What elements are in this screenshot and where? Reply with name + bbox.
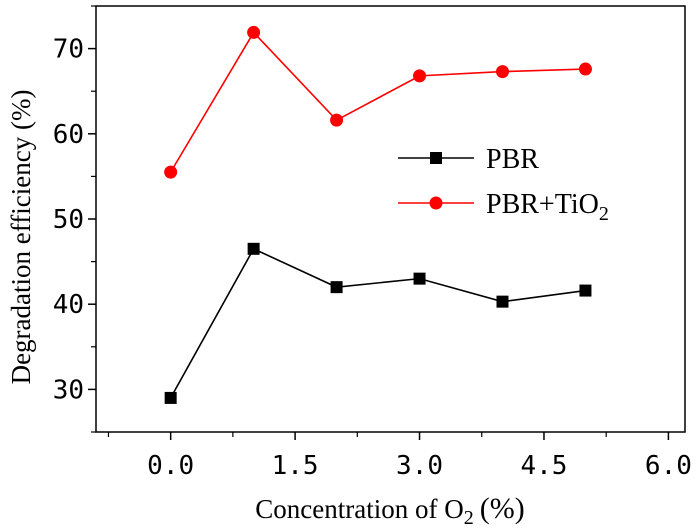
x-tick-label: 4.5 xyxy=(520,451,567,481)
data-point xyxy=(164,391,177,404)
y-tick-label: 50 xyxy=(53,205,84,235)
data-point xyxy=(496,295,509,308)
x-tick-label: 3.0 xyxy=(396,451,443,481)
legend-label: PBR xyxy=(486,144,539,175)
x-tick-label: 0.0 xyxy=(147,451,194,481)
data-point xyxy=(247,25,261,39)
x-tick-label: 6.0 xyxy=(645,451,692,481)
x-tick-label: 1.5 xyxy=(272,451,319,481)
series-2 xyxy=(164,25,592,179)
y-tick-label: 70 xyxy=(53,35,84,65)
data-point xyxy=(164,165,178,179)
series-layer xyxy=(164,25,592,404)
y-tick-label: 30 xyxy=(53,375,84,405)
y-axis-title: Degradation efficiency (%) xyxy=(6,90,36,385)
axis-ticks: 0.0 1.5 3.0 4.5 6.0 30 40 50 60 70 xyxy=(53,5,692,481)
data-point xyxy=(330,113,344,127)
series-line xyxy=(169,31,586,173)
data-point xyxy=(330,281,343,294)
data-point xyxy=(247,242,260,255)
x-axis-title: Concentration of O2 (%) xyxy=(255,492,524,529)
legend-marker xyxy=(429,196,443,210)
data-point xyxy=(413,272,426,285)
series-1 xyxy=(164,242,592,404)
data-point xyxy=(495,65,509,79)
data-point xyxy=(578,62,592,76)
y-tick-label: 60 xyxy=(53,120,84,150)
y-tick-label: 40 xyxy=(53,290,84,320)
legend-marker xyxy=(430,152,442,164)
data-point xyxy=(413,69,427,83)
data-point xyxy=(579,284,592,297)
legend-item-2: PBR+TiO2 xyxy=(398,189,609,225)
series-line xyxy=(169,247,586,399)
legend: PBR PBR+TiO2 xyxy=(398,144,609,225)
legend-label: PBR+TiO2 xyxy=(486,189,609,225)
legend-item-1: PBR xyxy=(398,144,539,175)
